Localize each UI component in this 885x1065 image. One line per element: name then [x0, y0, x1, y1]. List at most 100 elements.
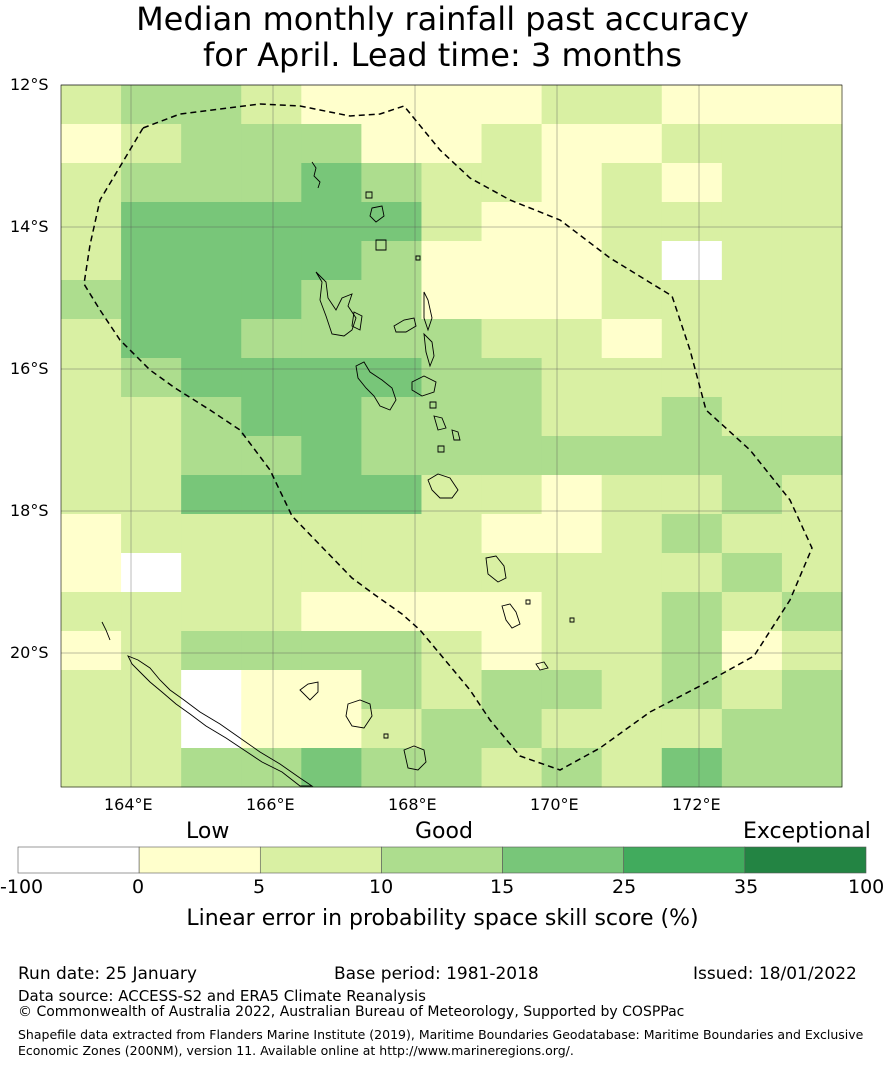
skill-cell	[481, 358, 543, 398]
skill-cell	[361, 241, 422, 281]
skill-cell	[481, 475, 543, 515]
skill-cell	[421, 592, 483, 632]
skill-cell	[121, 319, 182, 359]
skill-cell	[601, 85, 663, 125]
skill-cell	[301, 709, 362, 749]
skill-cell	[361, 202, 422, 242]
skill-cell	[781, 319, 843, 359]
skill-cell	[721, 280, 783, 320]
aneityum-island	[535, 661, 549, 671]
skill-cell	[781, 202, 843, 242]
skill-cell	[601, 397, 663, 437]
skill-cell	[181, 631, 242, 671]
skill-grid	[61, 85, 843, 788]
skill-cell	[541, 514, 603, 554]
skill-cell	[181, 553, 242, 593]
epi-island	[433, 415, 447, 431]
skill-cell	[121, 85, 182, 125]
skill-cell	[121, 397, 182, 437]
lat-label-20s: 20°S	[10, 643, 49, 662]
colorbar-segment	[502, 846, 625, 874]
skill-cell	[541, 748, 603, 788]
skill-cell	[601, 670, 663, 710]
skill-cell	[601, 436, 663, 476]
eez-boundary	[83, 103, 813, 771]
skill-cell	[661, 280, 723, 320]
skill-cell	[301, 280, 362, 320]
colorbar-segment	[17, 846, 140, 874]
mare-island	[403, 745, 427, 771]
skill-cell	[481, 280, 543, 320]
skill-cell	[541, 85, 603, 125]
skill-cell	[421, 514, 483, 554]
emae-island	[437, 445, 445, 453]
skill-cell	[601, 280, 663, 320]
base-period: Base period: 1981-2018	[334, 964, 539, 984]
shapefile-credit: Shapefile data extracted from Flanders M…	[18, 1027, 864, 1058]
skill-cell	[421, 280, 483, 320]
hunter-islet	[569, 617, 575, 623]
skill-cell	[121, 241, 182, 281]
skill-cell	[241, 631, 302, 671]
skill-cell	[61, 592, 122, 632]
espiritu-santo-island	[315, 271, 357, 337]
skill-cell	[421, 748, 483, 788]
lon-label-170e: 170°E	[530, 795, 579, 814]
merelava-island	[415, 255, 421, 261]
skill-cell	[601, 319, 663, 359]
skill-cell	[781, 124, 843, 164]
skill-cell	[781, 670, 843, 710]
skill-cell	[601, 631, 663, 671]
skill-cell	[601, 163, 663, 203]
skill-cell	[61, 280, 122, 320]
skill-cell	[721, 85, 783, 125]
skill-cell	[181, 475, 242, 515]
skill-cell	[721, 748, 783, 788]
skill-cell	[301, 202, 362, 242]
skill-cell	[721, 514, 783, 554]
skill-cell	[361, 553, 422, 593]
skill-cell	[121, 280, 182, 320]
lifou-island	[345, 699, 373, 729]
data-source: Data source: ACCESS-S2 and ERA5 Climate …	[18, 987, 426, 1005]
skill-cell	[661, 163, 723, 203]
graticule	[61, 84, 842, 787]
skill-cell	[541, 241, 603, 281]
skill-cell	[241, 475, 302, 515]
cb-tick-neg100: -100	[0, 876, 44, 898]
skill-cell	[61, 202, 122, 242]
skill-cell	[241, 202, 302, 242]
skill-cell	[121, 163, 182, 203]
skill-cell	[61, 319, 122, 359]
skill-cell	[781, 85, 843, 125]
skill-cell	[181, 163, 242, 203]
lat-label-14s: 14°S	[10, 217, 49, 236]
skill-cell	[301, 241, 362, 281]
skill-cell	[481, 709, 543, 749]
skill-cell	[121, 358, 182, 398]
skill-cell	[661, 319, 723, 359]
skill-cell	[721, 319, 783, 359]
torres-islands	[311, 161, 321, 189]
skill-cell	[61, 709, 122, 749]
ambrym-island	[411, 375, 437, 397]
skill-cell	[361, 85, 422, 125]
colorbar-segment	[744, 846, 867, 874]
skill-cell	[181, 592, 242, 632]
skill-cell	[661, 748, 723, 788]
skill-cell	[181, 85, 242, 125]
skill-cell	[361, 475, 422, 515]
skill-cell	[241, 670, 302, 710]
maewo-island	[423, 291, 433, 332]
skill-cell	[421, 124, 483, 164]
skill-cell	[781, 475, 843, 515]
malo-island	[351, 311, 363, 331]
skill-cell	[421, 241, 483, 281]
skill-cell	[721, 241, 783, 281]
skill-cell	[481, 514, 543, 554]
skill-cell	[601, 514, 663, 554]
skill-cell	[361, 280, 422, 320]
skill-cell	[421, 202, 483, 242]
skill-cell	[541, 631, 603, 671]
skill-cell	[301, 397, 362, 437]
